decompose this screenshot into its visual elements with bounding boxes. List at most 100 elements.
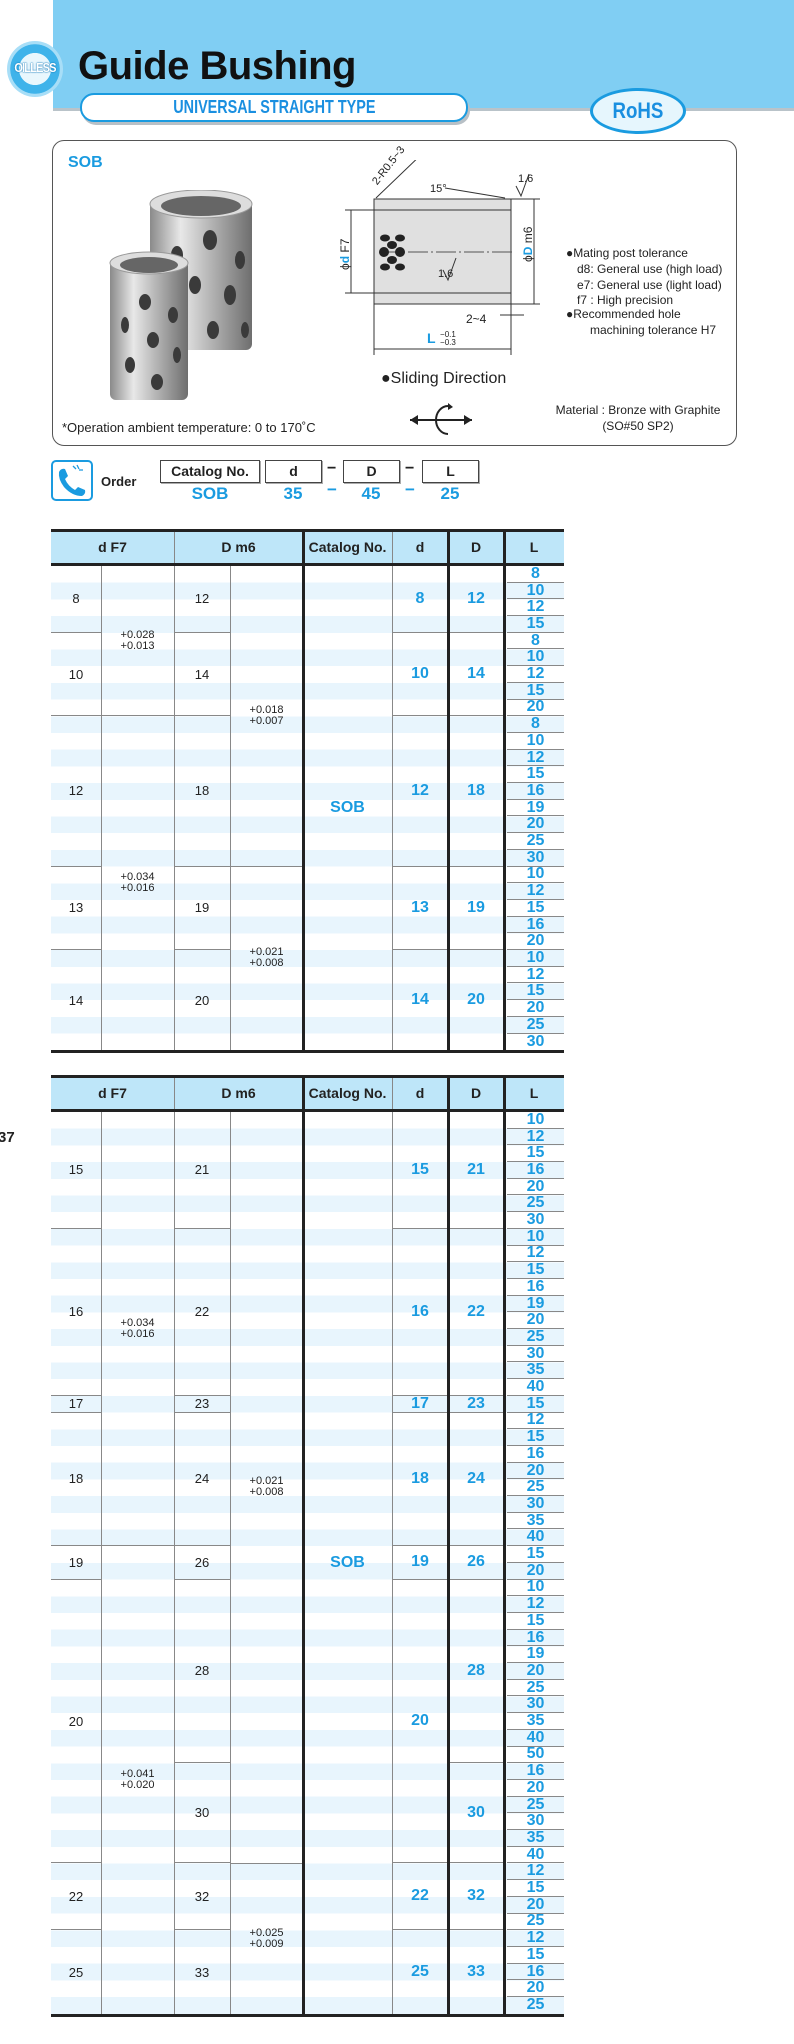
length-option[interactable]: 35 (507, 1512, 564, 1530)
length-option[interactable]: 15 (507, 765, 564, 784)
length-option[interactable]: 15 (507, 1261, 564, 1279)
length-option[interactable]: 30 (507, 1812, 564, 1831)
length-option[interactable]: 12 (507, 1244, 564, 1263)
length-option[interactable]: 50 (507, 1745, 564, 1764)
length-option[interactable]: 15 (507, 1879, 564, 1897)
length-option[interactable]: 15 (507, 899, 564, 917)
length-option[interactable]: 10 (507, 1578, 564, 1597)
length-option[interactable]: 15 (507, 1545, 564, 1563)
length-option[interactable]: 20 (507, 1779, 564, 1797)
length-option[interactable]: 20 (507, 1662, 564, 1680)
length-option[interactable]: 16 (507, 1445, 564, 1463)
catalog-d: 12 (392, 716, 448, 867)
length-option[interactable]: 25 (507, 1016, 564, 1034)
length-option[interactable]: 10 (507, 582, 564, 600)
length-option[interactable]: 25 (507, 1912, 564, 1931)
length-option[interactable]: 30 (507, 849, 564, 867)
length-option[interactable]: 12 (507, 1862, 564, 1881)
length-option[interactable]: 35 (507, 1361, 564, 1380)
length-option[interactable]: 40 (507, 1378, 564, 1396)
length-option[interactable]: 40 (507, 1729, 564, 1747)
length-option[interactable]: 15 (507, 982, 564, 1001)
length-option[interactable]: 25 (526, 1996, 545, 2014)
length-option[interactable]: 12 (507, 1929, 564, 1947)
length-option[interactable]: 15 (507, 1946, 564, 1964)
length-option[interactable]: 12 (507, 882, 564, 900)
length-option[interactable]: 25 (507, 1328, 564, 1346)
length-option[interactable]: 15 (507, 615, 564, 633)
length-option[interactable]: 25 (507, 832, 564, 850)
length-option[interactable]: 8 (507, 632, 564, 650)
length-option[interactable]: 40 (507, 1528, 564, 1547)
length-option[interactable]: 10 (507, 732, 564, 750)
length-option[interactable]: 15 (507, 682, 564, 700)
column-divider (302, 1078, 305, 1109)
column-header: D (470, 1085, 482, 1101)
length-option[interactable]: 15 (507, 1612, 564, 1630)
length-option[interactable]: 16 (507, 1278, 564, 1296)
length-option[interactable]: 10 (507, 865, 564, 884)
length-option[interactable]: 20 (507, 932, 564, 951)
length-option[interactable]: 20 (507, 1896, 564, 1914)
length-option[interactable]: 19 (507, 799, 564, 817)
length-option[interactable]: 20 (507, 1311, 564, 1330)
length-option[interactable]: 16 (507, 1762, 564, 1780)
length-option[interactable]: 19 (507, 1295, 564, 1313)
D-tolerance: +0.025 +0.009 (230, 1864, 303, 2014)
length-option[interactable]: 35 (507, 1712, 564, 1730)
length-option[interactable]: 30 (507, 1495, 564, 1513)
length-option[interactable]: 20 (507, 1462, 564, 1480)
length-option[interactable]: 10 (507, 949, 564, 967)
length-option[interactable]: 20 (507, 1979, 564, 1998)
length-option[interactable]: 35 (507, 1829, 564, 1847)
length-option[interactable]: 12 (507, 966, 564, 984)
length-option[interactable]: 30 (526, 1032, 545, 1050)
length-option[interactable]: 16 (507, 782, 564, 800)
order-example-separator: − (327, 480, 337, 499)
roughness-inner-label: 1.6 (438, 268, 454, 280)
length-option[interactable]: 12 (507, 1595, 564, 1613)
length-option[interactable]: 16 (507, 916, 564, 934)
length-option[interactable]: 15 (507, 1395, 564, 1413)
length-option[interactable]: 25 (507, 1478, 564, 1497)
length-option[interactable]: 25 (507, 1194, 564, 1213)
tolerance-lower: +0.007 (249, 714, 284, 727)
length-option[interactable]: 30 (507, 1345, 564, 1363)
length-option[interactable]: 10 (507, 648, 564, 667)
product-photo (109, 190, 253, 400)
length-option[interactable]: 12 (507, 1128, 564, 1146)
catalog-d: 19 (392, 1546, 448, 1580)
length-option[interactable]: 12 (507, 1411, 564, 1430)
length-option[interactable]: 20 (507, 1562, 564, 1580)
catalog-d: 18 (392, 1413, 448, 1547)
length-option[interactable]: 15 (507, 1428, 564, 1446)
D-value: 23 (174, 1396, 230, 1413)
length-option[interactable]: 15 (507, 1144, 564, 1163)
length-option[interactable]: 30 (507, 1695, 564, 1714)
D-value: 30 (174, 1763, 230, 1864)
length-option[interactable]: 20 (507, 1178, 564, 1196)
order-field-D: D (343, 460, 400, 483)
length-option[interactable]: 8 (507, 715, 564, 733)
length-option[interactable]: 20 (507, 815, 564, 834)
length-option[interactable]: 19 (507, 1645, 564, 1664)
length-option[interactable]: 16 (507, 1963, 564, 1981)
tolerance-upper: +0.041 (120, 1767, 155, 1780)
length-option[interactable]: 16 (507, 1629, 564, 1647)
length-option[interactable]: 8 (507, 565, 564, 583)
length-option[interactable]: 30 (507, 1211, 564, 1229)
length-option[interactable]: 20 (507, 999, 564, 1017)
column-divider (302, 566, 305, 1051)
length-option[interactable]: 10 (507, 1228, 564, 1246)
length-option[interactable]: 10 (507, 1111, 564, 1129)
length-option[interactable]: 16 (507, 1161, 564, 1179)
length-option[interactable]: 12 (507, 598, 564, 617)
length-option[interactable]: 40 (507, 1846, 564, 1864)
length-option[interactable]: 12 (507, 749, 564, 767)
column-divider (230, 1112, 231, 2014)
length-option[interactable]: 12 (507, 665, 564, 683)
length-option[interactable]: 25 (507, 1679, 564, 1697)
length-option[interactable]: 20 (507, 698, 564, 717)
d-tolerance: +0.041 +0.020 (101, 1546, 174, 2014)
length-option[interactable]: 25 (507, 1796, 564, 1814)
